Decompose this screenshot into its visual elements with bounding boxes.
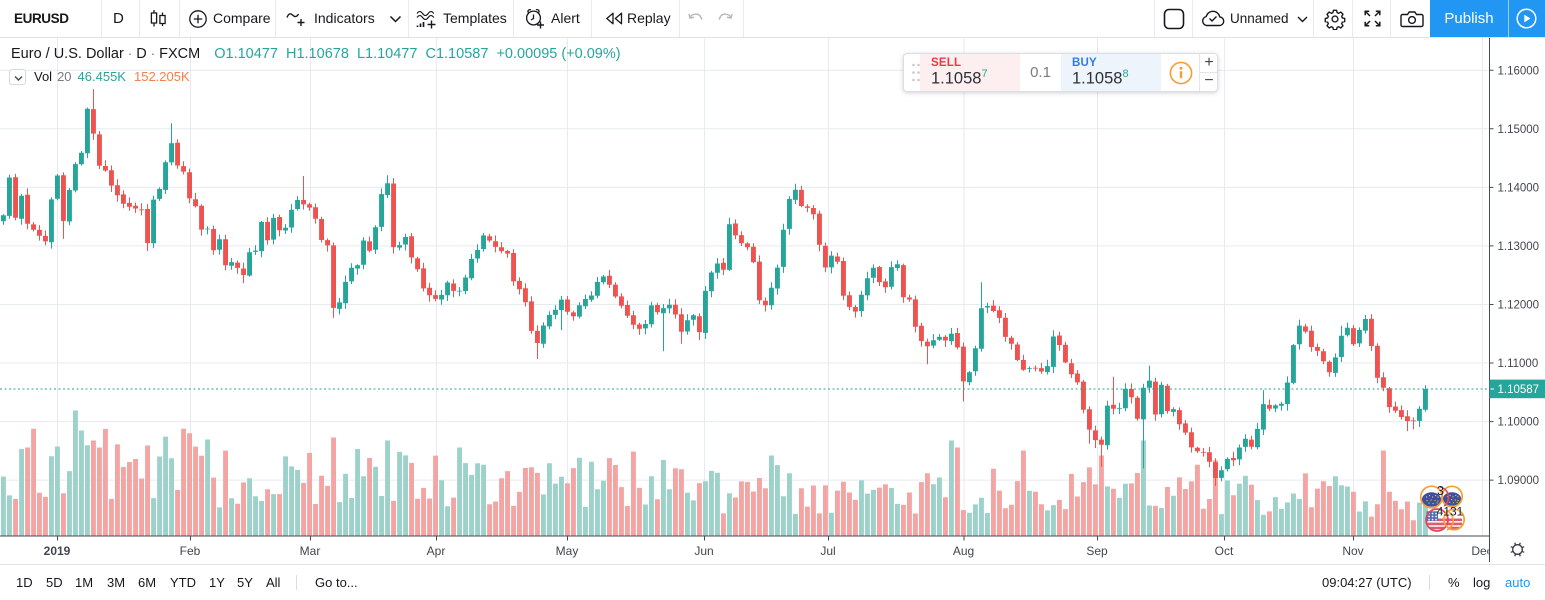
svg-text:1.10587: 1.10587	[1498, 384, 1540, 396]
svg-text:1.11000: 1.11000	[1498, 358, 1539, 370]
svg-text:May: May	[556, 544, 579, 558]
svg-text:1.13000: 1.13000	[1498, 241, 1540, 253]
svg-text:Jul: Jul	[820, 544, 835, 558]
svg-text:1.12000: 1.12000	[1498, 300, 1540, 312]
svg-text:3: 3	[1437, 484, 1444, 498]
svg-text:1.10000: 1.10000	[1498, 417, 1540, 429]
svg-text:2019: 2019	[44, 544, 71, 558]
svg-text:1.15000: 1.15000	[1498, 124, 1540, 136]
svg-text:Sep: Sep	[1086, 544, 1108, 558]
svg-text:4131: 4131	[1437, 505, 1464, 519]
svg-text:Apr: Apr	[427, 544, 446, 558]
svg-text:1.09000: 1.09000	[1498, 475, 1540, 487]
svg-text:Dec: Dec	[1471, 544, 1492, 558]
svg-text:Mar: Mar	[300, 544, 321, 558]
svg-text:Jun: Jun	[694, 544, 713, 558]
svg-text:Nov: Nov	[1342, 544, 1363, 558]
svg-text:Aug: Aug	[953, 544, 974, 558]
svg-text:Oct: Oct	[1215, 544, 1234, 558]
svg-text:Feb: Feb	[180, 544, 201, 558]
svg-text:1.16000: 1.16000	[1498, 65, 1540, 77]
svg-text:1.14000: 1.14000	[1498, 182, 1540, 194]
